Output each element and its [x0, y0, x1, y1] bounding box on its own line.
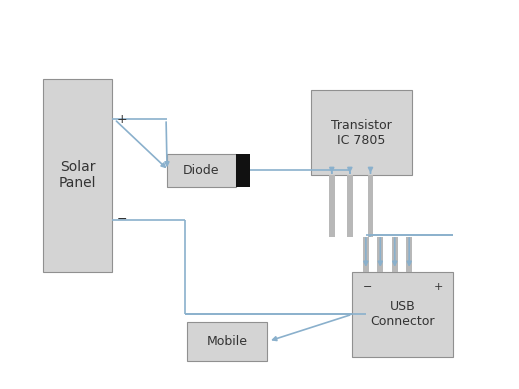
Text: +: + — [434, 282, 443, 292]
Bar — [187, 322, 267, 361]
Text: USB
Connector: USB Connector — [371, 300, 435, 328]
Bar — [329, 175, 335, 237]
Bar — [167, 154, 236, 187]
Text: Transistor
IC 7805: Transistor IC 7805 — [331, 119, 392, 147]
Bar — [352, 272, 453, 357]
Bar — [367, 175, 374, 237]
Text: Diode: Diode — [183, 164, 220, 177]
Text: Solar
Panel: Solar Panel — [59, 160, 97, 190]
Bar — [377, 237, 383, 272]
Bar — [392, 237, 398, 272]
Bar — [43, 79, 113, 272]
Text: −: − — [362, 282, 372, 292]
Bar — [363, 237, 369, 272]
Text: +: + — [116, 113, 127, 126]
Bar — [236, 154, 250, 187]
Text: −: − — [116, 213, 127, 226]
Text: Mobile: Mobile — [207, 335, 248, 348]
Bar — [406, 237, 412, 272]
Bar — [311, 90, 412, 175]
Bar — [347, 175, 353, 237]
